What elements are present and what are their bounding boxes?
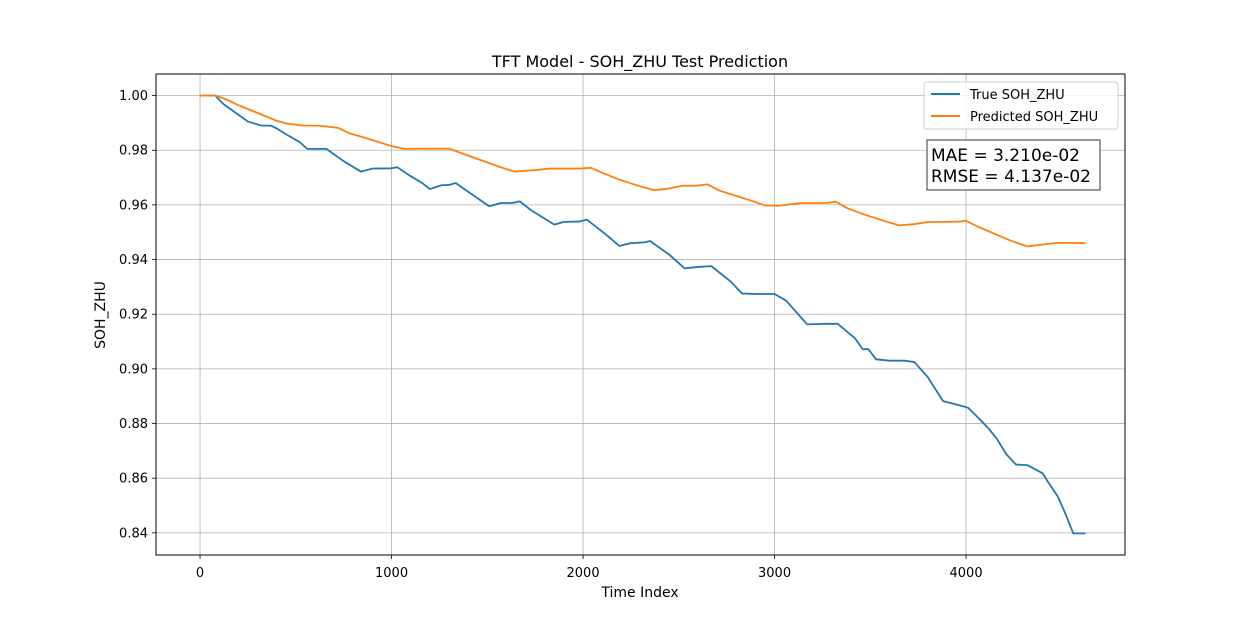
true-soh-line (199, 94, 1086, 535)
grid (156, 74, 1125, 555)
series-layer (199, 94, 1086, 535)
rmse-text: RMSE = 4.137e-02 (931, 167, 1091, 187)
x-tick-label: 4000 (950, 566, 983, 581)
metrics-annotation: MAE = 3.210e-02 RMSE = 4.137e-02 (926, 139, 1101, 191)
y-tick-label: 0.90 (119, 362, 148, 377)
x-axis-label: Time Index (600, 585, 678, 601)
y-tick-label: 0.88 (119, 417, 148, 432)
ticks: 0 1000 2000 3000 4000 0.84 0.86 0.88 0.90 0.92 0.9… (119, 89, 983, 581)
y-tick-label: 0.84 (119, 526, 148, 541)
y-tick-label: 0.86 (119, 472, 148, 487)
mae-text: MAE = 3.210e-02 (931, 146, 1080, 166)
x-tick-label: 3000 (758, 566, 791, 581)
y-tick-label: 0.94 (119, 253, 148, 268)
metrics-box (926, 139, 1101, 191)
x-tick-label: 1000 (375, 566, 408, 581)
chart-title: TFT Model - SOH_ZHU Test Prediction (491, 52, 788, 72)
y-axis-label: SOH_ZHU (93, 281, 109, 349)
x-tick-label: 2000 (567, 566, 600, 581)
legend-box (923, 81, 1119, 130)
legend-label-predicted: Predicted SOH_ZHU (970, 110, 1098, 125)
legend: True SOH_ZHU Predicted SOH_ZHU (923, 81, 1119, 130)
predicted-soh-line (199, 94, 1086, 248)
y-tick-label: 0.92 (119, 308, 148, 323)
y-tick-label: 1.00 (119, 89, 148, 104)
y-tick-label: 0.98 (119, 144, 148, 159)
x-tick-label: 0 (196, 566, 204, 581)
y-tick-label: 0.96 (119, 198, 148, 213)
legend-label-true: True SOH_ZHU (969, 88, 1065, 103)
